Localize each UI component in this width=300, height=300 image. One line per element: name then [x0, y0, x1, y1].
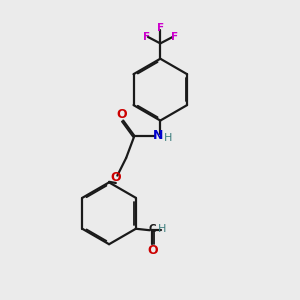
Text: H: H: [164, 133, 173, 143]
Text: O: O: [147, 244, 158, 257]
Text: O: O: [110, 172, 121, 184]
Text: C: C: [148, 224, 156, 234]
Text: F: F: [171, 32, 178, 42]
Text: F: F: [157, 23, 164, 33]
Text: N: N: [153, 129, 163, 142]
Text: O: O: [117, 108, 127, 121]
Text: F: F: [142, 32, 150, 42]
Text: H: H: [158, 224, 166, 234]
